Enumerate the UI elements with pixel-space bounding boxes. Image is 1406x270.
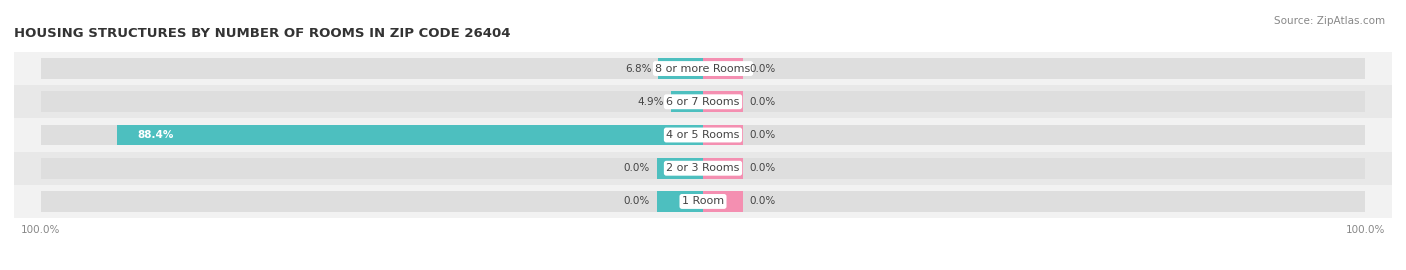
Text: 0.0%: 0.0% [749, 163, 776, 173]
Text: HOUSING STRUCTURES BY NUMBER OF ROOMS IN ZIP CODE 26404: HOUSING STRUCTURES BY NUMBER OF ROOMS IN… [14, 28, 510, 40]
Text: 88.4%: 88.4% [138, 130, 174, 140]
Bar [703, 58, 742, 79]
Text: 8 or more Rooms: 8 or more Rooms [655, 63, 751, 73]
Bar [14, 185, 1392, 218]
Text: 100.0%: 100.0% [1346, 225, 1385, 235]
Bar [703, 191, 742, 212]
Text: 0.0%: 0.0% [749, 63, 776, 73]
Text: 6 or 7 Rooms: 6 or 7 Rooms [666, 97, 740, 107]
Bar [703, 158, 742, 178]
Text: 4 or 5 Rooms: 4 or 5 Rooms [666, 130, 740, 140]
Text: 0.0%: 0.0% [624, 197, 650, 207]
Bar [41, 191, 1365, 212]
Bar [14, 85, 1392, 118]
Bar [14, 118, 1392, 152]
Text: 0.0%: 0.0% [749, 97, 776, 107]
Text: 100.0%: 100.0% [21, 225, 60, 235]
Bar [657, 158, 703, 178]
Text: 4.9%: 4.9% [637, 97, 664, 107]
Bar [41, 92, 1365, 112]
Bar [14, 52, 1392, 85]
Bar [41, 125, 1365, 145]
Text: 6.8%: 6.8% [624, 63, 651, 73]
Text: 2 or 3 Rooms: 2 or 3 Rooms [666, 163, 740, 173]
Bar [658, 58, 703, 79]
Bar [703, 125, 742, 145]
Bar [41, 158, 1365, 178]
Text: 0.0%: 0.0% [749, 130, 776, 140]
Bar [703, 92, 742, 112]
Bar [14, 152, 1392, 185]
Bar [41, 58, 1365, 79]
Text: 1 Room: 1 Room [682, 197, 724, 207]
Bar [117, 125, 703, 145]
Text: 0.0%: 0.0% [749, 197, 776, 207]
Text: Source: ZipAtlas.com: Source: ZipAtlas.com [1274, 16, 1385, 26]
Bar [671, 92, 703, 112]
Text: 0.0%: 0.0% [624, 163, 650, 173]
Bar [657, 191, 703, 212]
